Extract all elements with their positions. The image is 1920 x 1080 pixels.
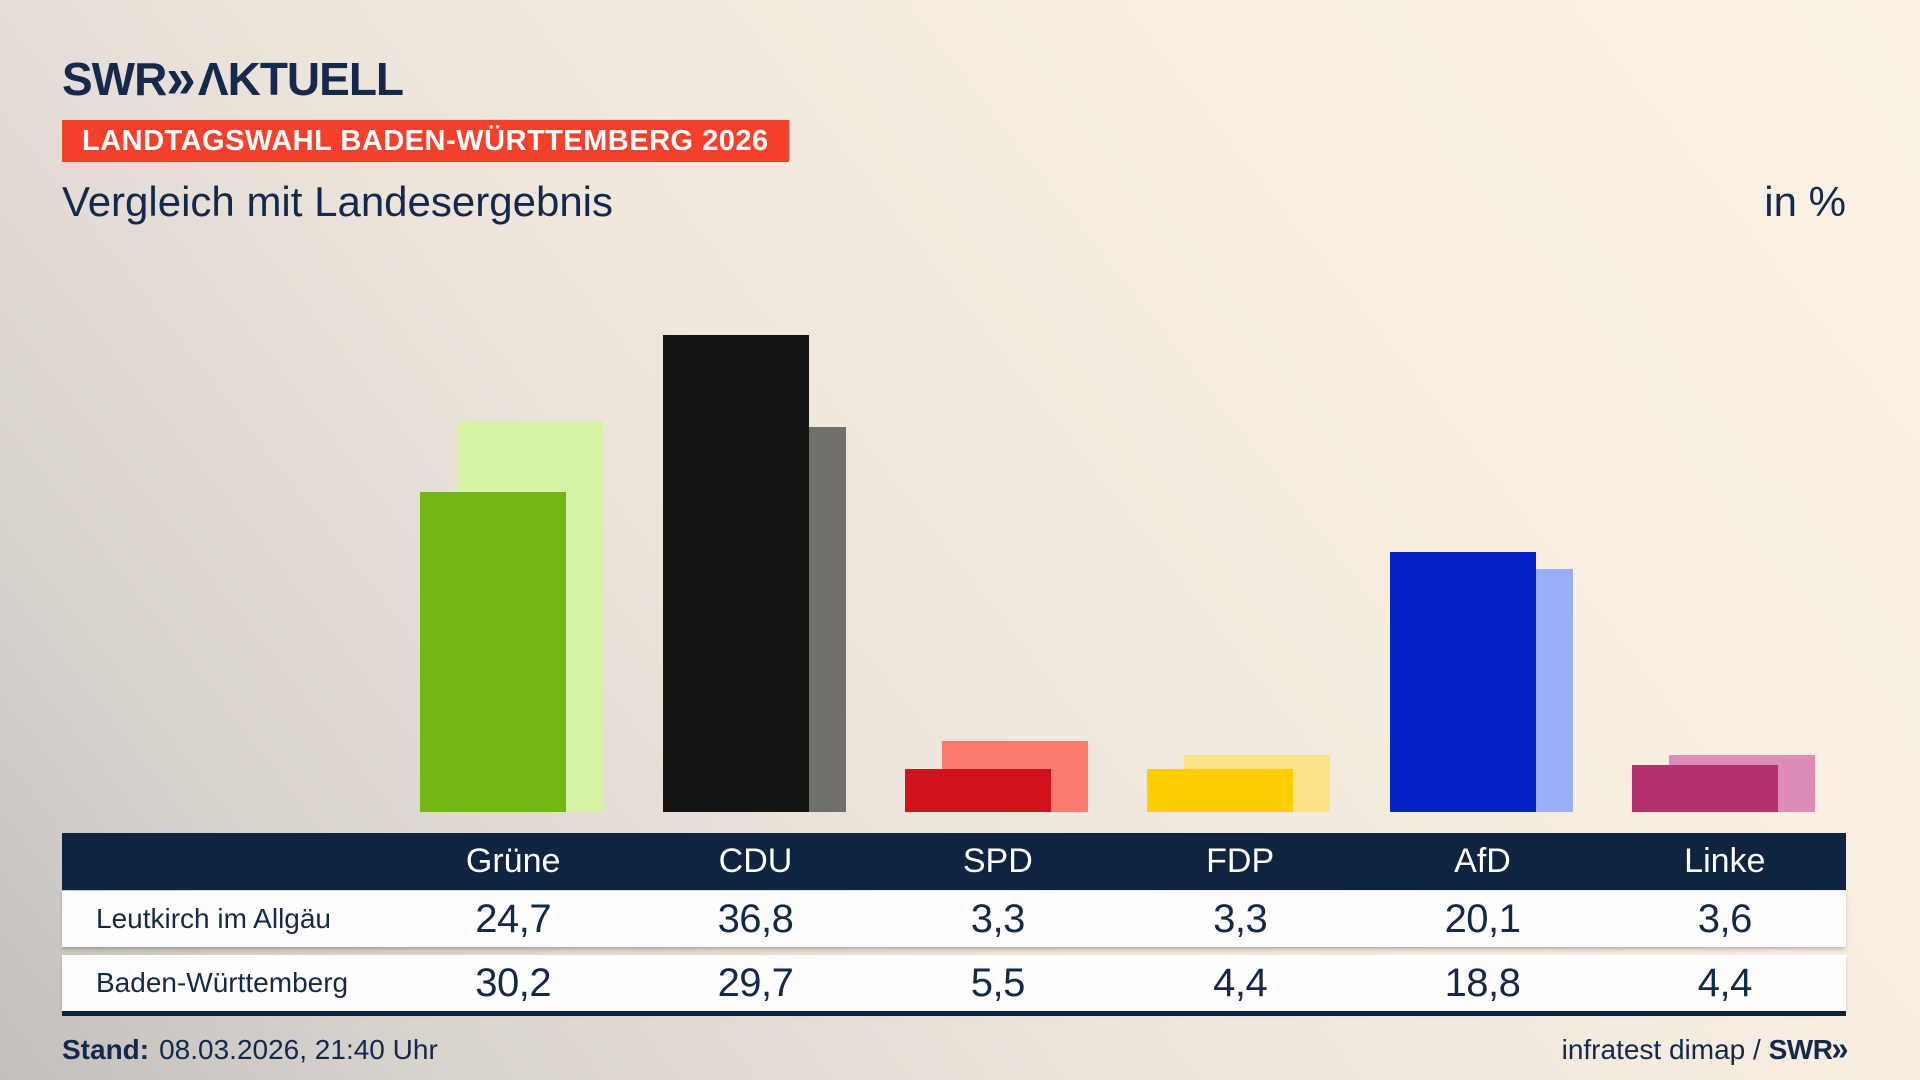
table-header-row: Grüne CDU SPD FDP AfD Linke <box>62 833 1846 890</box>
bar-gruene-leutkirch <box>420 492 567 812</box>
value-leutkirch-spd: 3,3 <box>970 896 1026 941</box>
bar-linke-leutkirch <box>1631 765 1778 812</box>
source-brand-chevrons-icon: » <box>1831 1030 1849 1068</box>
bar-afd-leutkirch <box>1389 551 1536 812</box>
logo-chevrons-icon: » <box>166 45 196 111</box>
election-badge: LANDTAGSWAHL BADEN-WÜRTTEMBERG 2026 <box>62 120 789 162</box>
source-text: infratest dimap / <box>1561 1034 1769 1065</box>
table-row-badenwuerttemberg: Baden-Württemberg 30,2 29,7 5,5 4,4 18,8… <box>62 955 1846 1011</box>
row-label-leutkirch: Leutkirch im Allgäu <box>96 903 332 934</box>
value-leutkirch-gruene: 24,7 <box>475 896 552 941</box>
value-leutkirch-fdp: 3,3 <box>1213 896 1268 941</box>
column-header-gruene: Grüne <box>465 842 561 880</box>
chart-title: Vergleich mit Landesergebnis <box>62 178 614 225</box>
table-row-leutkirch: Leutkirch im Allgäu 24,7 36,8 3,3 3,3 20… <box>62 891 1846 947</box>
value-leutkirch-cdu: 36,8 <box>717 896 794 941</box>
value-land-linke: 4,4 <box>1697 960 1753 1005</box>
swr-aktuell-logo: SWR»ΛKTUELL <box>62 45 404 110</box>
column-header-spd: SPD <box>962 842 1033 880</box>
value-land-spd: 5,5 <box>970 960 1026 1005</box>
logo-suffix-text: ΛKTUELL <box>197 53 404 105</box>
table-bottom-border <box>62 1011 1846 1016</box>
bar-fdp-leutkirch <box>1147 769 1294 812</box>
value-land-cdu: 29,7 <box>717 960 794 1005</box>
timestamp-value: 08.03.2026, 21:40 Uhr <box>159 1034 438 1065</box>
bar-spd-leutkirch <box>904 769 1051 812</box>
value-leutkirch-linke: 3,6 <box>1697 896 1753 941</box>
value-land-afd: 18,8 <box>1444 960 1521 1005</box>
unit-label: in % <box>1764 178 1846 225</box>
row-label-badenwuerttemberg: Baden-Württemberg <box>96 967 349 998</box>
timestamp: Stand: 08.03.2026, 21:40 Uhr <box>62 1034 438 1066</box>
timestamp-label: Stand: <box>62 1034 150 1065</box>
column-header-linke: Linke <box>1684 842 1766 880</box>
value-land-gruene: 30,2 <box>475 960 552 1005</box>
comparison-bar-chart <box>420 335 1815 812</box>
column-header-afd: AfD <box>1454 842 1511 880</box>
column-header-cdu: CDU <box>718 842 793 880</box>
source-brand-logo: SWR» <box>1768 1030 1849 1067</box>
source-credit: infratest dimap / SWR» <box>1561 1030 1849 1067</box>
value-land-fdp: 4,4 <box>1213 960 1268 1005</box>
source-brand-text: SWR <box>1768 1034 1833 1065</box>
column-header-fdp: FDP <box>1206 842 1275 880</box>
bar-cdu-leutkirch <box>662 335 809 812</box>
logo-brand-text: SWR <box>62 53 167 105</box>
value-leutkirch-afd: 20,1 <box>1444 896 1521 941</box>
